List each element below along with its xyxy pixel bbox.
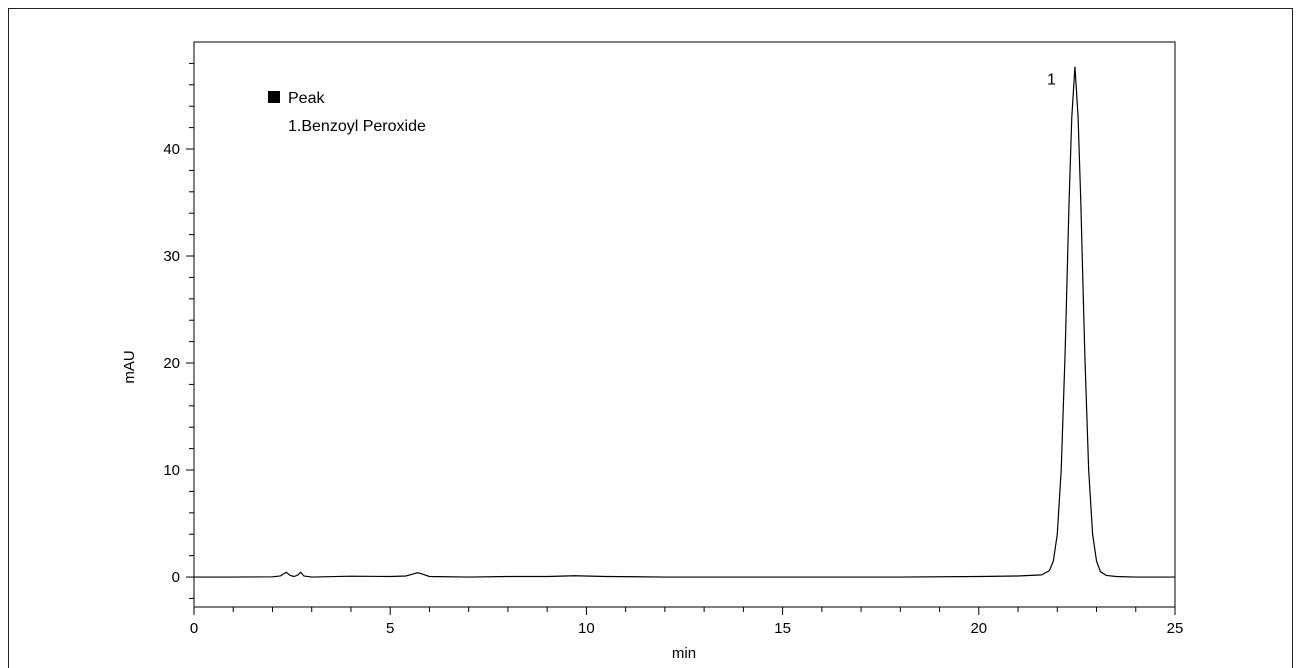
legend-entry-1: 1.Benzoyl Peroxide bbox=[288, 118, 426, 135]
y-axis-title: mAU bbox=[121, 350, 138, 383]
y-tick-label: 0 bbox=[172, 569, 180, 586]
y-tick-label: 10 bbox=[163, 462, 180, 479]
y-tick-label: 30 bbox=[163, 248, 180, 265]
plot-area bbox=[193, 41, 1176, 608]
x-tick-label: 20 bbox=[970, 620, 987, 637]
series-line bbox=[194, 66, 1175, 578]
x-axis-title: min bbox=[672, 645, 696, 662]
y-axis: 0 10 20 30 40 bbox=[163, 62, 194, 599]
y-tick-label: 40 bbox=[163, 141, 180, 158]
legend: Peak 1.Benzoyl Peroxide bbox=[268, 90, 426, 135]
peak-labels: 1 bbox=[1047, 72, 1056, 89]
x-tick-label: 10 bbox=[578, 620, 595, 637]
x-axis: 0 5 10 15 20 25 bbox=[190, 607, 1184, 637]
y-tick-label: 20 bbox=[163, 355, 180, 372]
legend-header: Peak bbox=[288, 90, 325, 107]
peak-label: 1 bbox=[1047, 72, 1056, 89]
legend-marker-square bbox=[268, 91, 280, 103]
x-tick-label: 5 bbox=[386, 620, 394, 637]
x-tick-label: 0 bbox=[190, 620, 198, 637]
chart-frame bbox=[8, 8, 1293, 668]
x-tick-label: 15 bbox=[774, 620, 791, 637]
x-tick-label: 25 bbox=[1167, 620, 1184, 637]
